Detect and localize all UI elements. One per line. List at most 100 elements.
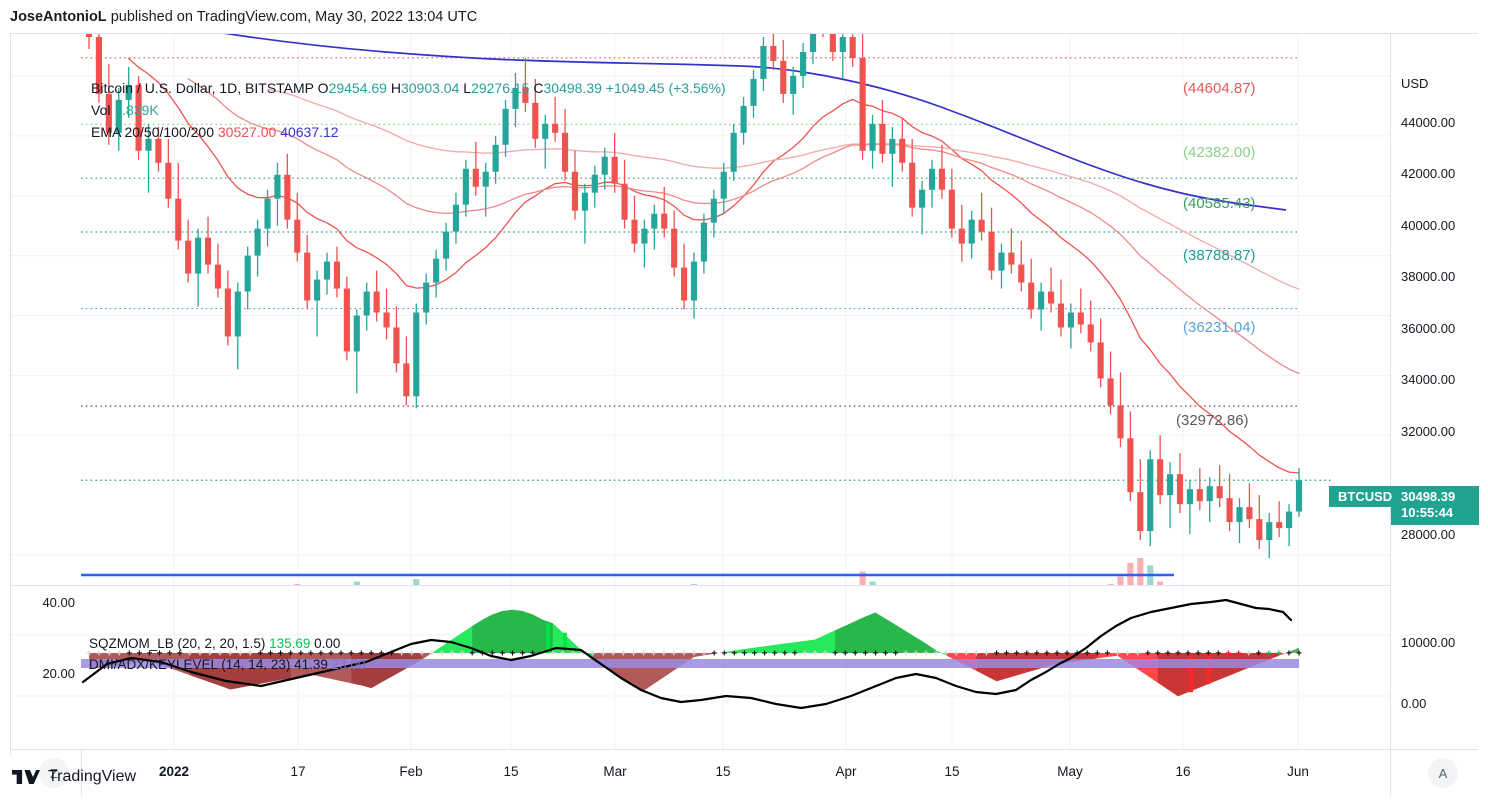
svg-text:+: + xyxy=(1256,649,1262,660)
svg-text:+: + xyxy=(550,649,556,660)
svg-text:+: + xyxy=(792,649,798,660)
svg-text:+: + xyxy=(227,649,233,660)
svg-text:+: + xyxy=(580,649,586,660)
publication-author: JoseAntonioL xyxy=(10,8,107,25)
svg-text:+: + xyxy=(298,649,304,660)
pane-separator xyxy=(11,585,1478,586)
svg-text:+: + xyxy=(479,649,485,660)
price-tick-40000: 40000.00 xyxy=(1401,218,1456,233)
price-tick-38000: 38000.00 xyxy=(1401,269,1456,284)
price-tick-34000: 34000.00 xyxy=(1401,372,1456,387)
svg-text:+: + xyxy=(782,649,788,660)
svg-text:+: + xyxy=(419,649,425,660)
footer: TradingView xyxy=(12,768,136,786)
svg-text:+: + xyxy=(429,649,435,660)
svg-text:+: + xyxy=(842,649,848,660)
legend-low-label: L xyxy=(463,80,472,96)
svg-text:+: + xyxy=(489,649,495,660)
level-label-42382: (42382.00) xyxy=(1183,144,1256,161)
legend-dmi-name[interactable]: DMI/ADX/KEYLEVEL (14, 14, 23) xyxy=(89,657,291,672)
price-pane[interactable] xyxy=(11,34,1390,585)
svg-text:+: + xyxy=(278,649,284,660)
svg-text:+: + xyxy=(1246,649,1252,660)
time-tick-16-may: 16 xyxy=(1175,764,1191,779)
svg-text:+: + xyxy=(1125,649,1131,660)
price-axis[interactable]: USD 44000.00 42000.00 40000.00 38000.00 … xyxy=(1390,34,1479,749)
legend-high-label: H xyxy=(390,80,401,96)
svg-text:+: + xyxy=(832,649,838,660)
legend-ema-label[interactable]: EMA 20/50/100/200 xyxy=(91,124,214,140)
svg-text:+: + xyxy=(560,649,566,660)
svg-text:+: + xyxy=(812,649,818,660)
price-chart-svg xyxy=(11,34,1390,585)
price-tick-36000: 36000.00 xyxy=(1401,321,1456,336)
legend-change: +1049.45 (+3.56%) xyxy=(605,80,726,96)
svg-text:+: + xyxy=(348,649,354,660)
svg-text:+: + xyxy=(731,649,737,660)
svg-text:+: + xyxy=(570,649,576,660)
svg-text:+: + xyxy=(1215,649,1221,660)
legend-row-dmi: DMI/ADX/KEYLEVEL (14, 14, 23) 41.39 23.0… xyxy=(89,654,365,675)
legend-open-label: O xyxy=(317,80,329,96)
tradingview-brand: TradingView xyxy=(48,768,137,785)
time-tick-15-mar: 15 xyxy=(715,764,731,779)
svg-text:+: + xyxy=(772,649,778,660)
svg-text:+: + xyxy=(147,649,153,660)
legend-sqzmom-value2: 0.00 xyxy=(314,636,341,651)
tradingview-logo-icon xyxy=(12,768,40,786)
legend-row-symbol: Bitcoin / U.S. Dollar, 1D, BITSTAMP O294… xyxy=(91,77,726,99)
svg-text:+: + xyxy=(1296,649,1302,660)
svg-text:+: + xyxy=(741,649,747,660)
time-tick-may: May xyxy=(1057,764,1083,779)
zoom-reset-button[interactable]: Z xyxy=(39,758,69,788)
indicator-legend: SQZMOM_LB (20, 2, 20, 1.5) 135.69 0.00 D… xyxy=(89,633,365,675)
instrument-tag[interactable]: BTCUSD xyxy=(1329,486,1402,507)
svg-text:+: + xyxy=(1286,649,1292,660)
svg-text:+: + xyxy=(338,649,344,660)
auto-scale-button[interactable]: A xyxy=(1428,758,1458,788)
svg-text:+: + xyxy=(1236,649,1242,660)
indicator-right-tick-0: 10000.00 xyxy=(1401,635,1456,650)
publication-header: JoseAntonioL published on TradingView.co… xyxy=(0,0,1488,33)
svg-text:+: + xyxy=(187,649,193,660)
indicator-chart-svg: + + + + + + + + + + + + + + + + + + + + + + + + + + + + + + + + + + + + + + + +… xyxy=(11,586,1390,749)
svg-text:+: + xyxy=(883,649,889,660)
svg-text:+: + xyxy=(459,649,465,660)
svg-text:+: + xyxy=(237,649,243,660)
svg-text:+: + xyxy=(1004,649,1010,660)
svg-text:+: + xyxy=(1115,649,1121,660)
svg-text:+: + xyxy=(308,649,314,660)
legend-volume-label[interactable]: Vol xyxy=(91,102,111,118)
svg-text:+: + xyxy=(1135,649,1141,660)
current-price-badge[interactable]: 30498.39 10:55:44 xyxy=(1391,486,1479,525)
svg-text:+: + xyxy=(600,649,606,660)
svg-text:+: + xyxy=(994,649,1000,660)
svg-text:+: + xyxy=(167,649,173,660)
level-label-38788: (38788.87) xyxy=(1183,247,1256,264)
instrument-tag-symbol: BTCUSD xyxy=(1338,489,1393,504)
time-tick-mar: Mar xyxy=(603,764,627,779)
svg-text:+: + xyxy=(96,649,102,660)
legend-high-value: 30903.04 xyxy=(400,80,460,96)
svg-text:+: + xyxy=(399,649,405,660)
price-tick-42000: 42000.00 xyxy=(1401,166,1456,181)
time-axis-left-divider xyxy=(81,750,82,796)
svg-text:+: + xyxy=(1195,649,1201,660)
legend-sqzmom-name[interactable]: SQZMOM_LB (20, 2, 20, 1.5) xyxy=(89,636,266,651)
svg-text:+: + xyxy=(963,649,969,660)
time-axis[interactable]: Z A 2022 17 Feb 15 Mar 15 Apr 15 May 16 … xyxy=(11,749,1478,796)
time-tick-17-jan: 17 xyxy=(290,764,306,779)
svg-text:+: + xyxy=(661,649,667,660)
time-tick-jun: Jun xyxy=(1287,764,1309,779)
svg-text:+: + xyxy=(691,649,697,660)
svg-text:+: + xyxy=(1165,649,1171,660)
svg-text:+: + xyxy=(126,649,132,660)
svg-text:+: + xyxy=(671,649,677,660)
legend-symbol[interactable]: Bitcoin / U.S. Dollar, 1D, BITSTAMP xyxy=(91,80,314,96)
legend-sqzmom-value: 135.69 xyxy=(269,636,311,651)
svg-text:+: + xyxy=(409,649,415,660)
indicator-pane[interactable]: + + + + + + + + + + + + + + + + + + + + + + + + + + + + + + + + + + + + + + + +… xyxy=(11,586,1390,749)
svg-text:+: + xyxy=(681,649,687,660)
price-tick-44000: 44000.00 xyxy=(1401,115,1456,130)
